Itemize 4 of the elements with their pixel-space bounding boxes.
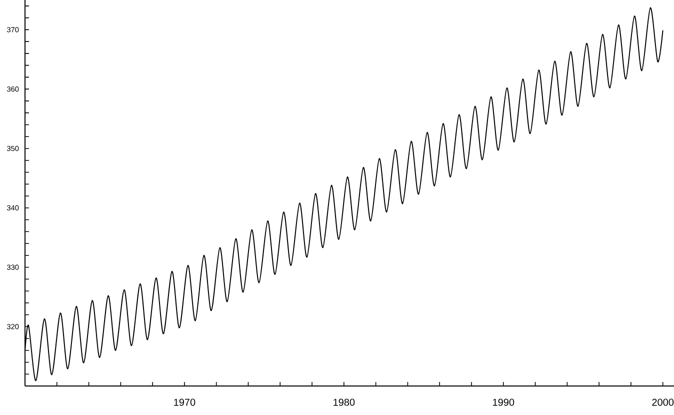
- x-tick-label: 1980: [334, 398, 355, 406]
- x-tick-label: 1990: [493, 398, 514, 406]
- x-tick-label: 2000: [652, 398, 674, 406]
- x-tick-label: 1970: [174, 398, 196, 406]
